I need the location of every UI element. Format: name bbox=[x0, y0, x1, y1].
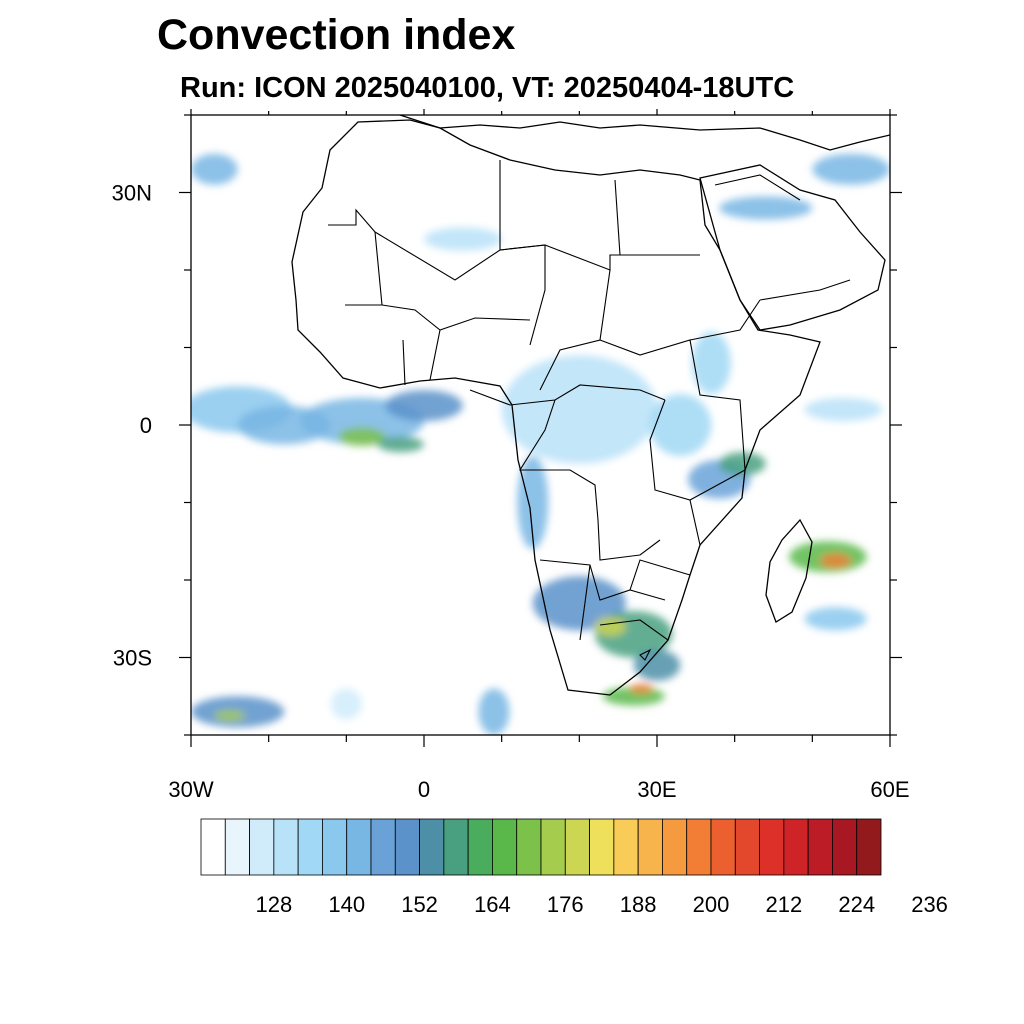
convection-blob bbox=[804, 607, 867, 631]
colorbar-label: 176 bbox=[547, 892, 584, 917]
chart-subtitle: Run: ICON 2025040100, VT: 20250404-18UTC bbox=[180, 72, 795, 104]
convection-blob bbox=[191, 153, 238, 185]
convection-blob bbox=[501, 355, 657, 464]
convection-blob bbox=[719, 452, 766, 476]
convection-blob bbox=[633, 649, 681, 681]
colorbar-swatch bbox=[297, 818, 323, 876]
colorbar-label: 140 bbox=[328, 892, 365, 917]
colorbar bbox=[200, 818, 882, 876]
coastlines bbox=[291, 115, 890, 696]
lon-tick-label: 60E bbox=[870, 777, 909, 802]
axis-ticks bbox=[179, 109, 902, 747]
colorbar-swatch bbox=[540, 818, 566, 876]
convection-blob bbox=[820, 553, 852, 568]
convection-blob bbox=[330, 688, 362, 720]
colorbar-swatch bbox=[662, 818, 688, 876]
colorbar-swatch bbox=[734, 818, 760, 876]
colorbar-swatch bbox=[710, 818, 736, 876]
colorbar-swatch bbox=[856, 818, 882, 876]
convection-blob bbox=[214, 710, 246, 722]
colorbar-swatch bbox=[200, 818, 226, 876]
convection-blob bbox=[478, 688, 510, 735]
colorbar-label: 212 bbox=[765, 892, 802, 917]
convection-blob bbox=[338, 427, 386, 446]
colorbar-swatch bbox=[249, 818, 275, 876]
convection-blob bbox=[629, 683, 654, 694]
colorbar-swatch bbox=[613, 818, 639, 876]
lat-tick-label: 30S bbox=[113, 646, 152, 671]
colorbar-swatch bbox=[783, 818, 809, 876]
colorbar-swatch bbox=[419, 818, 445, 876]
colorbar-label: 128 bbox=[255, 892, 292, 917]
colorbar-label: 200 bbox=[693, 892, 730, 917]
convection-blob bbox=[804, 397, 883, 422]
colorbar-swatch bbox=[807, 818, 833, 876]
colorbar-swatch bbox=[467, 818, 493, 876]
colorbar-swatch bbox=[516, 818, 542, 876]
axis-tick-labels: 30W 0 30E 60E 30N 0 30S bbox=[112, 181, 910, 803]
convection-blob bbox=[594, 617, 626, 636]
convection-blob bbox=[377, 436, 425, 453]
lat-tick-label: 30N bbox=[112, 181, 152, 206]
convection-blob bbox=[812, 153, 890, 185]
colorbar-swatch bbox=[224, 818, 250, 876]
convection-blob bbox=[424, 227, 502, 251]
madagascar-coastline bbox=[765, 518, 813, 623]
lon-tick-label: 0 bbox=[418, 777, 430, 802]
colorbar-label: 188 bbox=[620, 892, 657, 917]
colorbar-swatch bbox=[394, 818, 420, 876]
colorbar-swatch bbox=[759, 818, 785, 876]
colorbar-swatch bbox=[832, 818, 858, 876]
colorbar-label: 164 bbox=[474, 892, 511, 917]
lat-tick-label: 0 bbox=[140, 413, 152, 438]
convection-blob bbox=[532, 576, 626, 631]
colorbar-label: 236 bbox=[911, 892, 948, 917]
colorbar-label: 152 bbox=[401, 892, 438, 917]
convection-blob bbox=[691, 332, 731, 394]
colorbar-swatch bbox=[322, 818, 348, 876]
chart-title: Convection index bbox=[157, 11, 516, 59]
lon-tick-label: 30W bbox=[168, 777, 213, 802]
arabia-coastline bbox=[699, 164, 886, 331]
colorbar-label: 224 bbox=[838, 892, 875, 917]
africa-coastline bbox=[291, 119, 821, 696]
colorbar-swatch bbox=[273, 818, 299, 876]
lon-tick-label: 30E bbox=[637, 777, 676, 802]
colorbar-swatch bbox=[686, 818, 712, 876]
convection-field bbox=[191, 153, 890, 735]
convection-blob bbox=[385, 390, 463, 422]
country-borders bbox=[328, 160, 851, 661]
colorbar-swatch bbox=[370, 818, 396, 876]
colorbar-swatch bbox=[492, 818, 518, 876]
convection-blob bbox=[649, 394, 712, 456]
colorbar-labels: 128 140 152 164 176 188 200 212 224 236 bbox=[255, 892, 947, 917]
colorbar-swatch bbox=[346, 818, 372, 876]
colorbar-swatch bbox=[443, 818, 469, 876]
colorbar-swatch bbox=[564, 818, 590, 876]
convection-blob bbox=[517, 456, 549, 549]
colorbar-swatch bbox=[589, 818, 615, 876]
europe-coastline bbox=[399, 115, 890, 151]
colorbar-swatch bbox=[637, 818, 663, 876]
convection-blob bbox=[719, 196, 813, 220]
